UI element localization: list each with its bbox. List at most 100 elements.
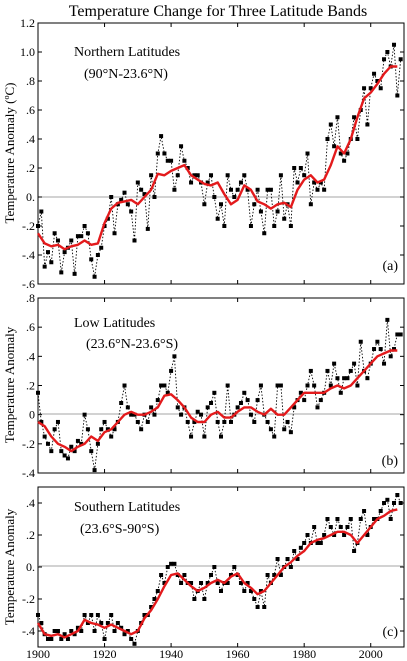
annotation-a-line2: (90°N-23.6°N) [84,67,168,82]
annual-point [338,525,343,529]
annual-point [298,545,303,550]
x-ticks-b [37,298,372,473]
annual-point [219,434,223,439]
x-tick-label: 1900 [26,647,50,661]
annual-point [298,166,303,170]
annual-point [159,383,164,388]
annual-point [388,354,393,359]
annual-point [312,180,317,185]
annual-point [338,390,343,395]
annual-point [322,533,327,537]
annual-point [69,629,74,633]
panel-b: Low Latitudes (23.6°N-23.6°S) (b) Temper… [2,291,405,480]
annual-point [122,190,127,195]
annual-point [328,525,333,529]
annual-point [145,419,150,424]
annual-point [169,368,174,373]
annual-point [202,597,207,601]
annual-point [318,180,323,185]
annual-point [119,401,124,405]
annual-point [189,180,194,185]
annual-point [209,401,214,405]
annual-point [365,122,370,127]
annual-point [59,637,64,641]
series-smoothed-c [36,508,398,639]
y-tick-label: 1.0 [20,45,35,59]
annual-point [82,224,87,228]
annual-point [242,390,247,395]
annual-point [125,629,130,633]
annual-point [192,597,197,601]
annotation-c-line1: Southern Latitudes [74,500,180,515]
annual-point [375,79,380,83]
annual-point [228,187,233,192]
panel-c: Southern Latitudes (23.6°S-90°S) (c) Tem… [2,486,405,661]
annual-point [395,493,400,497]
annual-point [312,525,317,529]
series-smoothed-a [37,65,398,251]
annual-point [265,573,270,577]
annual-point [225,173,230,178]
annual-point [152,412,157,417]
annotation-c-line2: (23.6°S-90°S) [80,522,160,537]
annual-series-line [37,319,401,471]
annual-point [149,405,154,410]
figure-title: Temperature Change for Three Latitude Ba… [69,3,367,20]
annual-point [235,187,240,192]
y-tick-label: .2 [26,161,35,175]
annual-point [258,209,263,214]
annual-point [92,629,97,633]
annual-point [89,449,94,454]
annotation-b-line1: Low Latitudes [74,316,155,331]
annual-point [69,238,74,243]
annual-point [109,613,114,617]
annotation-a-line1: Northern Latitudes [74,45,180,60]
annual-point [248,224,253,228]
annual-point [99,427,104,432]
annual-point [129,637,134,641]
annual-point [288,430,293,435]
annual-point [255,187,260,192]
annual-point [315,405,320,410]
annual-point [232,565,237,569]
annual-point [268,187,273,192]
x-ticks-c [37,487,372,647]
annual-point [328,122,333,127]
annual-point [355,383,360,388]
annual-point [238,180,243,185]
annual-point [195,173,200,178]
annual-point [288,565,293,569]
annual-point [179,412,184,417]
annual-point [59,270,64,275]
annual-point [382,361,387,366]
series-annual-b [36,317,403,473]
annual-point [375,339,380,344]
annual-point [232,195,237,199]
annual-point [159,134,164,139]
annual-point [75,625,80,630]
annual-point [105,621,110,625]
annual-point [89,613,94,617]
annual-point [39,419,44,424]
annual-point [388,517,393,521]
x-tick-label: 2000 [359,647,383,661]
annual-point [152,597,157,601]
x-tick-label: 1980 [292,647,316,661]
annual-point [209,573,214,577]
annual-point [112,427,117,432]
annual-point [295,180,300,185]
x-tick-label: 1940 [159,647,183,661]
annual-point [298,390,303,395]
y-tick-label: -.4 [22,248,35,262]
annual-point [258,589,263,593]
annual-point [36,390,40,395]
panel-label-a: (a) [382,259,398,274]
annual-point [215,581,220,585]
panel-label-b: (b) [382,454,399,469]
annual-point [172,354,177,359]
annual-point [119,197,124,202]
annual-point [142,613,147,617]
annual-point [252,202,257,207]
annual-point [172,187,177,192]
y-axis-label-c: Temperature Anomaly [2,508,17,625]
